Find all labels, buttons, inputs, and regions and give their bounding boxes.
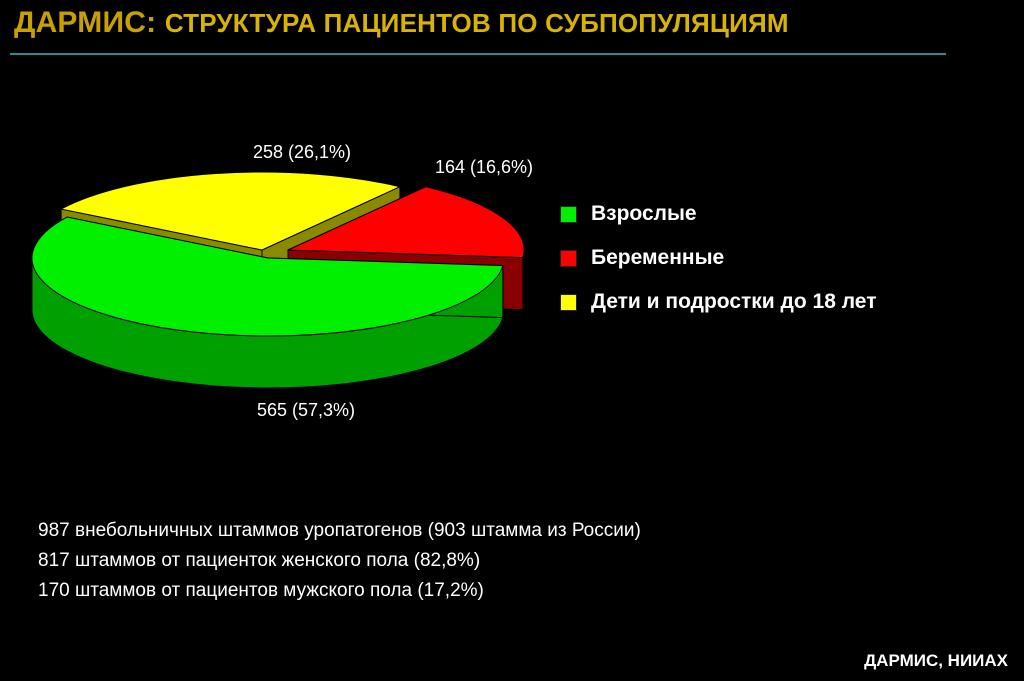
note-female-strains: 817 штаммов от пациенток женского пола (… bbox=[38, 550, 481, 571]
note-male-strains: 170 штаммов от пациентов мужского пола (… bbox=[38, 580, 484, 601]
title-prefix: ДАРМИС: bbox=[14, 6, 157, 39]
notes-block: 987 внебольничных штаммов уропатогенов (… bbox=[38, 516, 641, 606]
data-label-pregnant: 164 (16,6%) bbox=[435, 157, 533, 177]
legend-label-children: Дети и подростки до 18 лет bbox=[591, 290, 877, 313]
data-label-adults: 565 (57,3%) bbox=[257, 400, 355, 420]
legend-swatch-adults bbox=[560, 205, 577, 223]
legend-item-adults: Взрослые bbox=[560, 202, 877, 226]
legend-label-adults: Взрослые bbox=[591, 202, 697, 225]
note-total-strains: 987 внебольничных штаммов уропатогенов (… bbox=[38, 520, 641, 541]
pie-slice-adults bbox=[31, 216, 504, 337]
legend-item-pregnant: Беременные bbox=[560, 246, 877, 270]
title-divider bbox=[10, 53, 946, 55]
chart-legend: Взрослые Беременные Дети и подростки до … bbox=[560, 202, 877, 334]
data-label-children: 258 (26,1%) bbox=[253, 142, 351, 162]
page-title: ДАРМИС: СТРУКТУРА ПАЦИЕНТОВ ПО СУБПОПУЛЯ… bbox=[14, 6, 789, 40]
footer-source: ДАРМИС, НИИАХ bbox=[864, 651, 1008, 670]
legend-swatch-pregnant bbox=[560, 249, 577, 267]
pie-slice-children bbox=[59, 171, 402, 251]
legend-label-pregnant: Беременные bbox=[591, 246, 725, 269]
pie-slice-pregnant bbox=[287, 186, 525, 259]
title-main: СТРУКТУРА ПАЦИЕНТОВ ПО СУБПОПУЛЯЦИЯМ bbox=[164, 8, 789, 38]
legend-item-children: Дети и подростки до 18 лет bbox=[560, 290, 877, 314]
legend-swatch-children bbox=[560, 293, 577, 311]
